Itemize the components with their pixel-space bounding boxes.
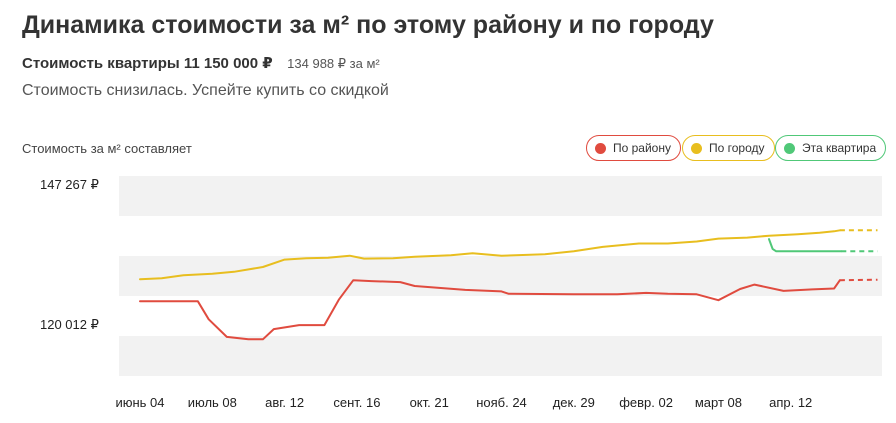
apartment-price: Стоимость квартиры 11 150 000 ₽ bbox=[22, 55, 273, 72]
page-title: Динамика стоимости за м² по этому району… bbox=[22, 11, 714, 39]
x-axis-tick-label: окт. 21 bbox=[410, 395, 449, 410]
legend-toggle-apartment[interactable]: Эта квартира bbox=[775, 135, 887, 161]
x-axis-tick-label: сент. 16 bbox=[333, 395, 380, 410]
y-axis-label-top: 147 267 ₽ bbox=[40, 177, 99, 192]
x-axis-tick-label: авг. 12 bbox=[265, 395, 304, 410]
legend-toggle-district[interactable]: По району bbox=[586, 135, 681, 161]
legend-label: По городу bbox=[709, 141, 765, 155]
x-axis-tick-label: июль 08 bbox=[188, 395, 237, 410]
legend-toggle-city[interactable]: По городу bbox=[682, 135, 775, 161]
legend-dot-icon bbox=[784, 142, 795, 154]
x-axis-tick-label: дек. 29 bbox=[553, 395, 595, 410]
series-line-2 bbox=[768, 238, 843, 253]
chart-caption: Стоимость за м² составляет bbox=[22, 141, 192, 156]
legend-dot-icon bbox=[595, 142, 606, 154]
x-axis-tick-label: февр. 02 bbox=[619, 395, 673, 410]
series-line-1 bbox=[139, 229, 841, 281]
grid-band bbox=[119, 256, 882, 296]
legend-label: По району bbox=[613, 141, 671, 155]
x-axis-tick-label: апр. 12 bbox=[769, 395, 812, 410]
price-note: Стоимость снизилась. Успейте купить со с… bbox=[22, 82, 389, 99]
legend-label: Эта квартира bbox=[802, 141, 877, 155]
x-axis-tick-label: март 08 bbox=[695, 395, 742, 410]
legend-dot-icon bbox=[691, 142, 702, 154]
grid-band bbox=[119, 176, 882, 216]
x-axis-tick-label: июнь 04 bbox=[115, 395, 164, 410]
y-axis-label-bottom: 120 012 ₽ bbox=[40, 317, 99, 332]
x-axis-tick-label: нояб. 24 bbox=[476, 395, 527, 410]
price-per-sqm: 134 988 ₽ за м² bbox=[287, 56, 380, 71]
price-summary: Стоимость квартиры 11 150 000 ₽ 134 988 … bbox=[22, 54, 380, 73]
series-line-0 bbox=[139, 279, 841, 341]
grid-band bbox=[119, 336, 882, 376]
series-forecast-line-0 bbox=[839, 278, 878, 282]
